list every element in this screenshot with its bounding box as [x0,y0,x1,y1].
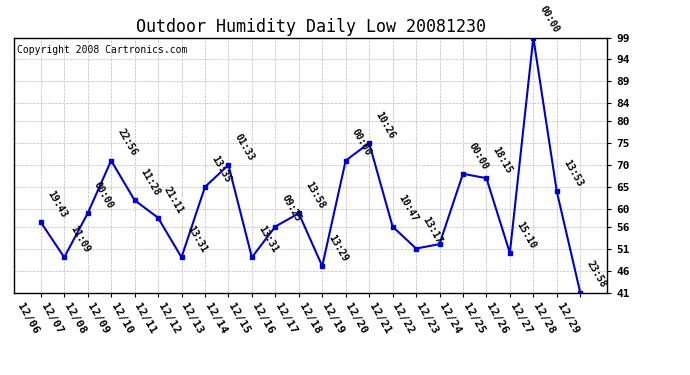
Text: 13:17: 13:17 [420,215,444,246]
Text: 00:00: 00:00 [538,4,561,35]
Text: 09:25: 09:25 [279,194,303,224]
Text: 10:47: 10:47 [397,194,420,224]
Title: Outdoor Humidity Daily Low 20081230: Outdoor Humidity Daily Low 20081230 [135,18,486,36]
Text: 18:15: 18:15 [491,145,514,176]
Text: 13:31: 13:31 [186,224,209,255]
Text: 00:00: 00:00 [350,128,373,158]
Text: 13:31: 13:31 [256,224,279,255]
Text: 19:43: 19:43 [45,189,68,219]
Text: 11:09: 11:09 [68,224,92,255]
Text: 13:53: 13:53 [561,158,584,189]
Text: 00:00: 00:00 [467,141,491,171]
Text: 11:28: 11:28 [139,167,162,197]
Text: 13:29: 13:29 [326,233,350,263]
Text: 21:11: 21:11 [162,184,186,215]
Text: Copyright 2008 Cartronics.com: Copyright 2008 Cartronics.com [17,45,187,55]
Text: 10:26: 10:26 [373,110,397,140]
Text: 23:58: 23:58 [584,259,608,290]
Text: 13:58: 13:58 [303,180,326,211]
Text: 00:00: 00:00 [92,180,115,211]
Text: 22:56: 22:56 [115,128,139,158]
Text: 01:33: 01:33 [233,132,256,162]
Text: 13:35: 13:35 [209,154,233,184]
Text: 15:10: 15:10 [514,220,538,250]
